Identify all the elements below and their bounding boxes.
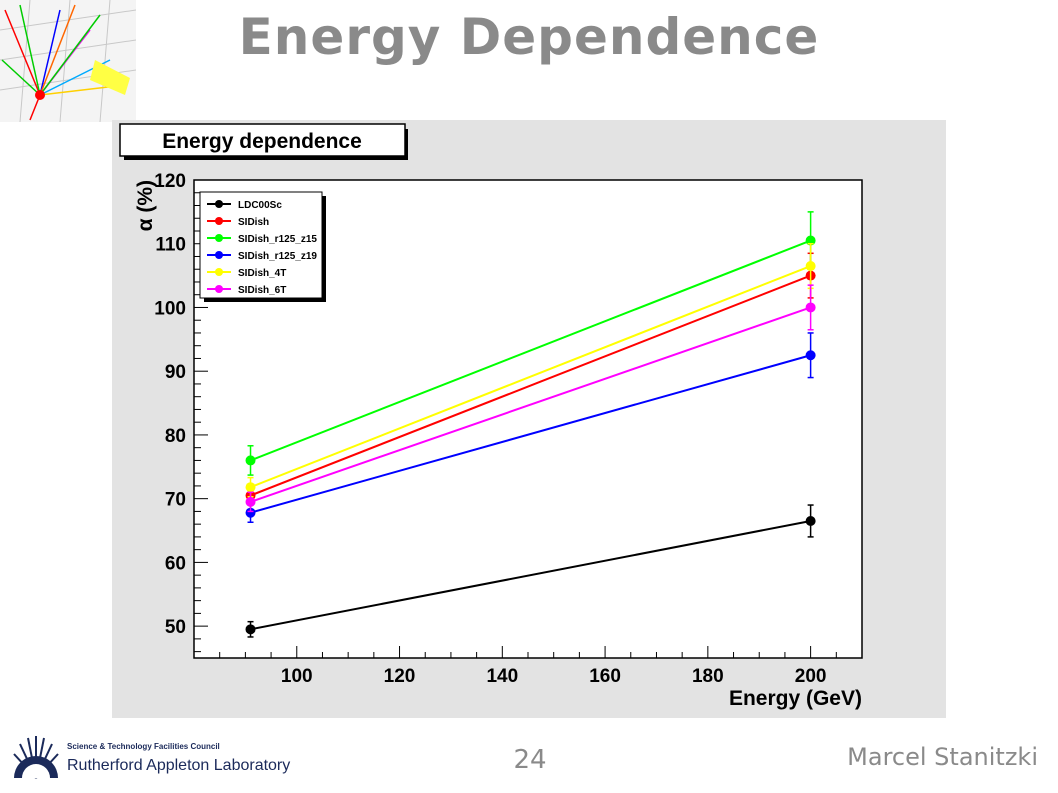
energy-dependence-chart: Energy dependence 100 120 140 160 180 200 50 60… (119, 123, 863, 710)
legend-box (199, 191, 323, 299)
series-line-sidish (250, 274, 811, 497)
legend-label-sidish-r125-z19: SIDish_r125_z19 (238, 251, 317, 262)
data-point-sidish-r125-z15 (245, 455, 256, 466)
logo-lab-name: Rutherford Appleton Laboratory (67, 757, 291, 774)
legend-marker-ldc00sc (215, 200, 223, 208)
legend-marker-sidish (215, 217, 223, 225)
y-tick-label: 60 (165, 553, 186, 574)
stfc-ral-logo: Science & Technology Facilities Council … (10, 734, 300, 784)
legend-marker-sidish-r125-z15 (215, 234, 223, 242)
y-tick-label: 80 (165, 426, 186, 447)
data-point-sidish-r125-z19 (805, 350, 816, 361)
x-tick-label: 120 (384, 666, 416, 687)
data-point-sidish-4t (245, 482, 256, 493)
plot-panel: Energy dependence 100 120 140 160 180 200 50 60… (112, 120, 946, 718)
x-tick-label: 200 (795, 666, 827, 687)
legend-label-sidish-6t: SIDish_6T (238, 285, 286, 296)
chart-title-box (119, 123, 406, 157)
data-point-sidish-r125-z19 (245, 507, 256, 518)
data-point-sidish-6t (805, 302, 816, 313)
author-name: Marcel Stanitzki (847, 743, 1038, 771)
legend-marker-sidish-6t (215, 285, 223, 293)
chart-title: Energy dependence (162, 130, 362, 153)
series-line-sidish-r125-z19 (250, 354, 811, 514)
series-line-sidish-4t (250, 265, 811, 489)
data-point-sidish-6t (245, 496, 256, 507)
series-line-ldc00sc (250, 519, 811, 631)
legend-label-sidish-r125-z15: SIDish_r125_z15 (238, 234, 317, 245)
data-point-sidish-4t (805, 261, 816, 272)
data-point-ldc00sc (245, 624, 256, 635)
series-line-sidish-6t (250, 306, 811, 503)
legend-label-sidish-4t: SIDish_4T (238, 268, 286, 279)
y-axis-label: α (%) (134, 180, 157, 231)
y-tick-label: 100 (154, 298, 186, 319)
series-line-sidish-r125-z15 (250, 239, 811, 462)
x-tick-label: 160 (589, 666, 621, 687)
page-number: 24 (513, 745, 547, 775)
legend: LDC00Sc SIDish SIDish_r125_z15 SIDish_r125_… (199, 191, 326, 302)
stfc-sunburst-icon (13, 736, 59, 779)
x-tick-label: 180 (692, 666, 724, 687)
legend-label-sidish: SIDish (238, 217, 269, 228)
data-point-ldc00sc (805, 515, 816, 526)
y-tick-label: 90 (165, 362, 186, 383)
event-display-thumbnail (0, 0, 136, 122)
legend-marker-sidish-4t (215, 268, 223, 276)
x-tick-label: 100 (281, 666, 313, 687)
logo-council-name: Science & Technology Facilities Council (67, 742, 220, 751)
y-tick-label: 110 (155, 235, 186, 256)
y-tick-label: 70 (165, 490, 186, 511)
y-tick-label: 50 (165, 617, 186, 638)
x-tick-label: 140 (486, 666, 518, 687)
legend-label-ldc00sc: LDC00Sc (238, 200, 282, 211)
y-tick-label: 120 (154, 171, 186, 192)
legend-marker-sidish-r125-z19 (215, 251, 223, 259)
x-axis-label: Energy (GeV) (729, 687, 862, 710)
slide-title: Energy Dependence (238, 8, 820, 66)
